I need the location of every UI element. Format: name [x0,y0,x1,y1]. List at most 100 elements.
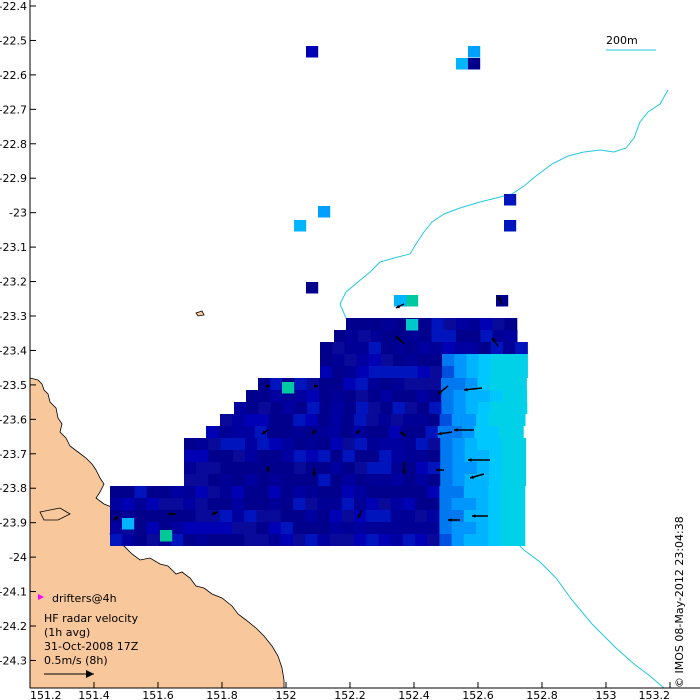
velocity-cell [450,426,463,438]
velocity-cell [390,498,404,510]
velocity-cell [346,318,359,330]
velocity-cell [246,402,259,414]
velocity-cell [406,295,419,307]
velocity-cell [366,522,379,534]
velocity-cell [232,510,245,522]
velocity-cell [465,402,479,414]
velocity-cell [366,486,379,498]
velocity-arrowhead [400,432,404,436]
velocity-arrowhead [314,384,318,388]
velocity-cell [280,510,294,522]
velocity-cell [477,390,491,402]
velocity-cell [476,486,489,498]
velocity-cell [358,330,372,342]
velocity-arrows [113,295,503,522]
velocity-cell [478,342,492,354]
velocity-cell [219,510,233,522]
velocity-cell [329,498,343,510]
velocity-cell [407,330,420,342]
velocity-cell [329,522,343,534]
y-tick-label: -23 [9,207,27,220]
velocity-cell [268,486,282,498]
velocity-cell [344,354,358,366]
velocity-cell [464,462,478,474]
velocity-arrowhead [468,458,472,462]
velocity-cell [427,486,440,498]
y-tick-label: -24 [9,551,27,564]
velocity-cell [208,450,222,462]
velocity-cell [403,474,417,486]
velocity-cell [195,510,209,522]
velocity-cell [488,522,501,534]
velocity-cell [415,414,428,426]
y-tick-label: -22.5 [0,34,27,47]
velocity-cell [232,438,246,450]
velocity-cell [183,498,196,510]
velocity-arrowhead [492,338,496,342]
velocity-cell [293,510,306,522]
velocity-cell [256,486,270,498]
y-tick-label: -22.4 [0,0,27,13]
velocity-cell [476,534,489,546]
velocity-cell [465,390,479,402]
velocity-cell [110,486,123,498]
velocity-cell [196,462,209,474]
velocity-cell [306,462,319,474]
velocity-cell [208,438,222,450]
velocity-cell [378,522,392,534]
velocity-cell [452,474,466,486]
velocity-cell [504,330,518,342]
velocity-cell [513,474,527,486]
velocity-cell [441,390,454,402]
velocity-cell [306,438,319,450]
velocity-cell [268,498,282,510]
velocity-cell [293,534,306,546]
velocity-cell [476,438,490,450]
velocity-arrowhead [356,430,360,434]
velocity-cell [402,534,416,546]
velocity-cell [206,426,219,438]
velocity-cell [489,438,502,450]
velocity-cell [294,378,308,390]
velocity-cell [280,522,294,534]
velocity-cell [220,462,234,474]
velocity-cell [364,426,378,438]
velocity-cell [428,474,441,486]
velocity-cell [334,330,347,342]
velocity-cell [171,498,184,510]
legend-arrowhead-icon [86,670,94,678]
velocity-cell [306,46,319,58]
velocity-cell [158,486,172,498]
velocity-arrowhead [497,296,502,300]
velocity-cell [379,438,392,450]
velocity-cell [490,366,504,378]
velocity-arrowhead [266,384,270,388]
y-tick-label: -23.1 [0,241,27,254]
velocity-cell [403,450,417,462]
island [39,507,71,521]
velocity-cell [244,522,257,534]
velocity-cell [403,438,417,450]
x-tick-label: 153.2 [639,689,671,700]
velocity-cell [429,342,443,354]
velocity-cell [429,402,442,414]
velocity-cell [354,486,367,498]
x-tick-label: 151.6 [142,689,174,700]
velocity-cell [342,474,356,486]
velocity-cell [196,450,209,462]
velocity-cell [442,342,455,354]
velocity-cell [378,534,392,546]
velocity-cell [122,486,135,498]
velocity-cell [257,450,270,462]
velocity-cell [477,378,491,390]
velocity-cell [220,474,234,486]
velocity-cell [356,366,370,378]
velocity-cell [468,330,481,342]
velocity-cell [195,534,209,546]
velocity-cell [207,510,221,522]
velocity-cell [270,390,284,402]
velocity-cell [354,534,367,546]
velocity-cell [451,498,465,510]
velocity-cell [417,342,431,354]
